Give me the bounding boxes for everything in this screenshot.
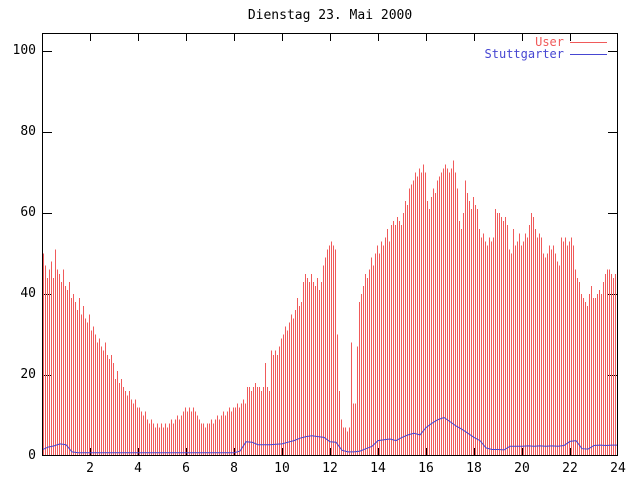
chart-title: Dienstag 23. Mai 2000 — [247, 8, 413, 23]
x-tick-label-22: 22 — [562, 461, 578, 476]
x-tick-label-16: 16 — [418, 461, 434, 476]
x-tick-label-6: 6 — [182, 461, 190, 476]
series-stuttgarter-line — [42, 416, 618, 454]
legend: User Stuttgarter — [485, 36, 607, 60]
x-tick-label-18: 18 — [466, 461, 482, 476]
y-tick-label-20: 20 — [20, 367, 36, 382]
legend-label-user: User — [535, 35, 564, 49]
y-tick-label-0: 0 — [28, 448, 36, 463]
legend-item-user: User — [485, 36, 607, 48]
x-tick-label-4: 4 — [134, 461, 142, 476]
x-tick-label-2: 2 — [86, 461, 94, 476]
legend-line-sample-user — [570, 41, 607, 43]
x-tick-label-14: 14 — [370, 461, 386, 476]
y-tick-label-100: 100 — [12, 43, 36, 58]
plot-border — [42, 33, 618, 456]
x-tick-label-10: 10 — [274, 461, 290, 476]
x-tick-label-24: 24 — [610, 461, 626, 476]
y-tick-label-60: 60 — [20, 205, 36, 220]
y-tick-label-40: 40 — [20, 286, 36, 301]
x-tick-label-20: 20 — [514, 461, 530, 476]
x-tick-label-12: 12 — [322, 461, 338, 476]
legend-item-stuttgarter: Stuttgarter — [485, 48, 607, 60]
y-tick-label-80: 80 — [20, 124, 36, 139]
plot-area — [42, 33, 618, 456]
x-tick-label-8: 8 — [230, 461, 238, 476]
legend-label-stuttgarter: Stuttgarter — [484, 47, 564, 61]
legend-line-sample-stuttgarter — [570, 53, 607, 55]
series-user-impulses — [43, 160, 618, 456]
